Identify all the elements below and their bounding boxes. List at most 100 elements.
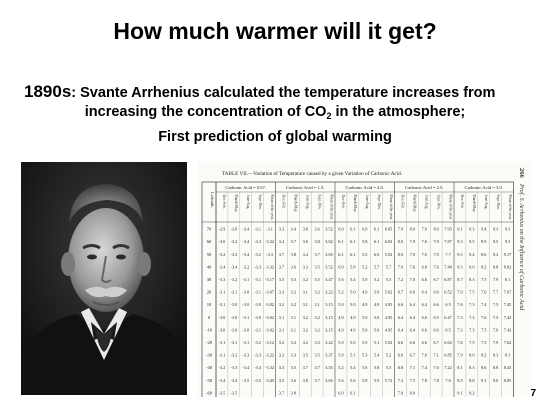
table-value-cell: 3.5 — [279, 277, 284, 282]
table-value-cell: 4.95 — [385, 302, 393, 307]
table-value-cell: 9.3 — [505, 227, 510, 232]
table-sub-header: Mean of the year. — [270, 195, 274, 220]
table-value-cell: 8.7 — [457, 277, 463, 282]
table-value-cell: 3.2 — [314, 315, 319, 320]
table-value-cell: 7.0 — [410, 277, 415, 282]
table-value-cell: 9.3 — [469, 227, 474, 232]
arrhenius-portrait — [21, 162, 187, 395]
table-value-cell: 5.4 — [350, 277, 356, 282]
table-value-cell: 3.55 — [325, 365, 333, 370]
table-value-cell: 7.6 — [433, 365, 439, 370]
table-value-cell: 5.1 — [350, 353, 355, 358]
table-value-cell: 5.2 — [338, 290, 343, 295]
table-value-cell: 6.85 — [444, 353, 452, 358]
table-value-cell: -3.0 — [230, 227, 237, 232]
table-value-cell: 9.5 — [469, 239, 474, 244]
table-value-cell: 3.7 — [314, 252, 320, 257]
table-value-cell: 3.2 — [291, 290, 296, 295]
table-value-cell: 6.1 — [374, 239, 379, 244]
table-value-cell: 4.9 — [362, 302, 367, 307]
table-group-header: Carbonic Acid = 3.0. — [465, 185, 503, 190]
table-value-cell: 5.0 — [350, 290, 355, 295]
table-value-cell: 3.2 — [303, 315, 308, 320]
table-value-cell: -3.22 — [265, 353, 274, 358]
table-value-cell: -3.4 — [242, 252, 250, 257]
table-value-cell: 4.9 — [338, 315, 343, 320]
table-value-cell: 6.6 — [398, 340, 404, 345]
table-value-cell: 3.65 — [325, 378, 333, 383]
table-value-cell: -3.0 — [254, 302, 261, 307]
table-value-cell: 5.4 — [350, 365, 356, 370]
table-value-cell: 8.3 — [469, 277, 474, 282]
table-value-cell: -3.4 — [242, 239, 250, 244]
table-value-cell: 5.8 — [362, 378, 367, 383]
table-value-cell: 7.9 — [457, 353, 462, 358]
table-value-cell: 9.3 — [457, 264, 462, 269]
table-value-cell: 9.5 — [457, 252, 462, 257]
table-value-cell: 8.0 — [433, 227, 438, 232]
table-value-cell: 5.6 — [350, 378, 356, 383]
table-value-cell: -3.02 — [265, 315, 274, 320]
table-value-cell: 3.2 — [314, 290, 319, 295]
table-value-cell: 6.52 — [444, 290, 452, 295]
subtitle-line-1-text: : Svante Arrhenius calculated the temper… — [71, 85, 496, 101]
table-value-cell: 5.72 — [385, 378, 393, 383]
table-value-cell: 3.2 — [303, 340, 308, 345]
table-group-header: Carbonic Acid = 2.0. — [346, 185, 384, 190]
table-sub-header: Sept.-Nov. — [317, 195, 321, 210]
arrhenius-table-scan: TABLE VII.—Variation of Temperature caus… — [198, 162, 533, 397]
table-value-cell: 7.2 — [398, 277, 403, 282]
table-value-cell: 9.2 — [493, 252, 498, 257]
table-value-cell: -3.4 — [242, 227, 250, 232]
table-value-cell: 7.5 — [481, 340, 486, 345]
table-value-cell: 3.7 — [279, 252, 285, 257]
table-value-cell: 5.0 — [362, 340, 367, 345]
subtitle-line-2: increasing the concentration of CO2 in t… — [0, 102, 550, 126]
table-latitude-cell: -40 — [206, 365, 213, 370]
table-value-cell: 7.4 — [481, 302, 487, 307]
table-value-cell: 5.3 — [386, 277, 391, 282]
table-value-cell: -3.2 — [219, 365, 226, 370]
table-value-cell: -3.0 — [230, 327, 237, 332]
table-value-cell: 7.5 — [481, 277, 486, 282]
table-sub-header: Sept.-Nov. — [258, 195, 262, 210]
table-value-cell: 4.9 — [350, 315, 355, 320]
table-value-cell: 6.1 — [374, 227, 379, 232]
table-value-cell: 9.1 — [457, 227, 462, 232]
table-value-cell: 6.8 — [398, 365, 403, 370]
table-value-cell: 9.1 — [457, 390, 462, 395]
table-value-cell: 7.9 — [433, 239, 438, 244]
table-value-cell: 7.5 — [493, 315, 498, 320]
table-value-cell: -3.0 — [219, 239, 226, 244]
table-value-cell: 6.6 — [398, 353, 404, 358]
table-value-cell: 5.5 — [386, 365, 391, 370]
table-value-cell: -3.0 — [230, 315, 237, 320]
table-value-cell: 6.7 — [433, 277, 439, 282]
table-value-cell: 7.3 — [398, 378, 403, 383]
table-value-cell: 9.1 — [481, 378, 486, 383]
table-latitude-cell: -60 — [206, 390, 213, 395]
table-value-cell: 3.2 — [291, 340, 296, 345]
table-value-cell: -3.5 — [230, 390, 237, 395]
table-value-cell: 7.5 — [493, 302, 498, 307]
table-value-cell: 3.1 — [303, 290, 308, 295]
table-sub-header: Dec.-Feb. — [282, 195, 286, 209]
table-value-cell: 8.0 — [398, 239, 403, 244]
table-value-cell: 7.42 — [504, 327, 512, 332]
table-value-cell: 3.3 — [314, 340, 319, 345]
table-value-cell: -3.2 — [242, 264, 249, 269]
table-value-cell: 3.2 — [314, 327, 319, 332]
table-value-cell: 3.22 — [325, 340, 333, 345]
table-value-cell: 6.4 — [398, 315, 404, 320]
table-value-cell: 3.1 — [279, 327, 284, 332]
table-value-cell: 6.8 — [422, 264, 427, 269]
table-value-cell: 3.7 — [279, 264, 285, 269]
table-value-cell: 7.0 — [422, 353, 427, 358]
table-sub-header: Dec.-Feb. — [341, 195, 345, 209]
table-sub-header: Mean of the year. — [508, 195, 512, 220]
portrait-drawing — [21, 162, 187, 395]
table-value-cell: 3.3 — [279, 365, 284, 370]
table-value-cell: -3.0 — [242, 290, 249, 295]
table-value-cell: 3.3 — [279, 290, 284, 295]
table-value-cell: 6.6 — [422, 277, 428, 282]
